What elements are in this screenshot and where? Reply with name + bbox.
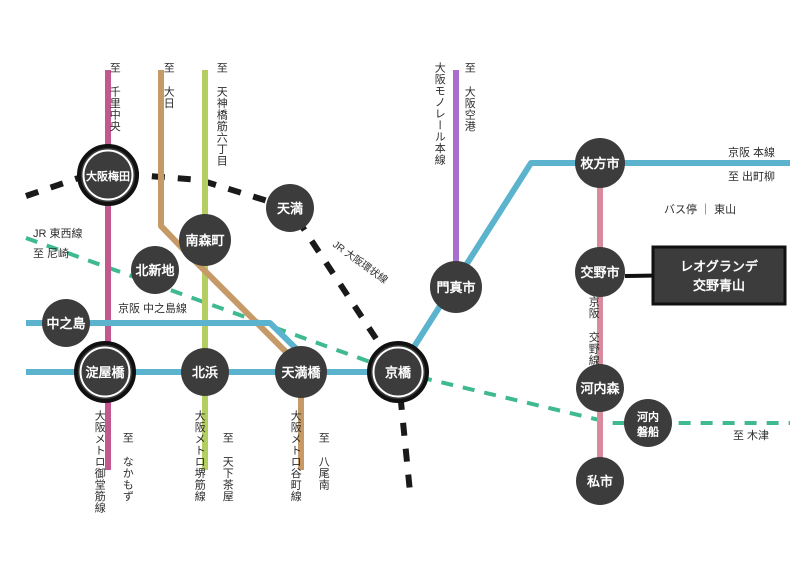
- station-label: 枚方市: [580, 156, 619, 171]
- station-label: 中之島: [46, 316, 85, 331]
- station-ring-gap: [372, 346, 424, 398]
- station-kawachimori[interactable]: 河内森: [576, 364, 624, 412]
- station-osaka-umeda[interactable]: 大阪梅田: [77, 144, 139, 206]
- label-monorail-line: 大阪モノレール本線: [433, 62, 446, 166]
- station-nakanoshima[interactable]: 中之島: [42, 299, 90, 347]
- station-marker: [42, 299, 90, 347]
- label-to-nakamozu: 至 なかもず: [121, 432, 134, 502]
- label-keihan-nakanoshima-line: 京阪 中之島線: [118, 303, 188, 315]
- property-callout-box[interactable]: [651, 245, 787, 306]
- station-marker: [181, 348, 229, 396]
- station-ring-gap: [82, 149, 134, 201]
- station-label: 天満橋: [281, 365, 321, 380]
- station-kisaichi[interactable]: 私市: [576, 457, 624, 505]
- station-outer-ring: [74, 341, 136, 403]
- station-yodoyabashi[interactable]: 淀屋橋: [74, 341, 136, 403]
- station-label: 京橋: [385, 365, 412, 380]
- label-to-osaka-airport: 至 大阪空港: [463, 62, 476, 132]
- station-marker: [131, 246, 179, 294]
- station-marker: [575, 247, 625, 297]
- label-to-kizu: 至 木津: [733, 430, 770, 442]
- station-kitashinchi[interactable]: 北新地: [131, 246, 179, 294]
- station-temma[interactable]: 天満: [266, 184, 314, 232]
- label-to-demachiyanagi: 至 出町柳: [728, 171, 776, 183]
- station-marker: [266, 184, 314, 232]
- route-tanimachi-line: [158, 70, 304, 470]
- label-tanimachi-line: 大阪メトロ谷町線: [289, 410, 302, 502]
- label-keihan-hon-line: 京阪 本線: [728, 147, 776, 159]
- station-label: 磐船: [637, 425, 659, 439]
- label-to-tenjinbashisuji: 至 天神橋筋六丁目: [215, 62, 228, 167]
- station-katano-shi[interactable]: 交野市: [575, 247, 625, 297]
- station-label: 北新地: [135, 263, 174, 278]
- station-label: 南森町: [185, 233, 224, 248]
- station-outer-ring: [77, 144, 139, 206]
- station-minamimorimachi[interactable]: 南森町: [179, 214, 231, 266]
- label-to-yaonan: 至 八尾南: [317, 432, 330, 491]
- station-label: 私市: [587, 474, 613, 489]
- route-jr-tozai-line: [25, 236, 790, 425]
- station-label: 北浜: [192, 365, 218, 380]
- station-hirakata-shi[interactable]: 枚方市: [575, 138, 625, 188]
- label-to-tengachaya: 至 天下茶屋: [221, 432, 234, 502]
- station-label: 大阪梅田: [86, 169, 130, 183]
- station-label: 河内: [637, 410, 659, 424]
- station-marker: [575, 138, 625, 188]
- station-marker: [275, 346, 327, 398]
- label-sakaisuji-line: 大阪メトロ堺筋線: [193, 410, 206, 502]
- station-marker: [624, 399, 672, 447]
- label-keihan-katano-line: 京阪 交野線: [587, 296, 600, 366]
- station-kyobashi[interactable]: 京橋: [367, 341, 429, 403]
- property-callout-label: 交野青山: [693, 278, 745, 293]
- label-jr-tozai-line: JR 東西線: [33, 228, 83, 240]
- station-ring-gap: [79, 346, 131, 398]
- station-kadoma-shi[interactable]: 門真市: [430, 261, 482, 313]
- label-to-dainichi: 至 大日: [162, 62, 175, 109]
- station-outer-ring: [367, 341, 429, 403]
- station-marker: [576, 364, 624, 412]
- label-midosuji-line: 大阪メトロ御堂筋線: [93, 410, 106, 514]
- label-to-senri-chuo: 至 千里中央: [108, 62, 121, 132]
- station-label: 交野市: [580, 265, 619, 280]
- station-label: 淀屋橋: [85, 365, 125, 380]
- station-label: 門真市: [436, 280, 475, 295]
- station-label: 河内森: [580, 381, 620, 396]
- station-temmabashi[interactable]: 天満橋: [275, 346, 327, 398]
- station-label: 天満: [277, 201, 303, 216]
- label-bus-stop-higashiyama: バス停 ｜ 東山: [664, 204, 737, 216]
- label-to-amagasaki: 至 尼崎: [33, 248, 70, 260]
- property-callout-label: レオグランデ: [680, 259, 759, 274]
- station-kitahama[interactable]: 北浜: [181, 348, 229, 396]
- station-marker: [430, 261, 482, 313]
- station-marker: [179, 214, 231, 266]
- station-marker: [576, 457, 624, 505]
